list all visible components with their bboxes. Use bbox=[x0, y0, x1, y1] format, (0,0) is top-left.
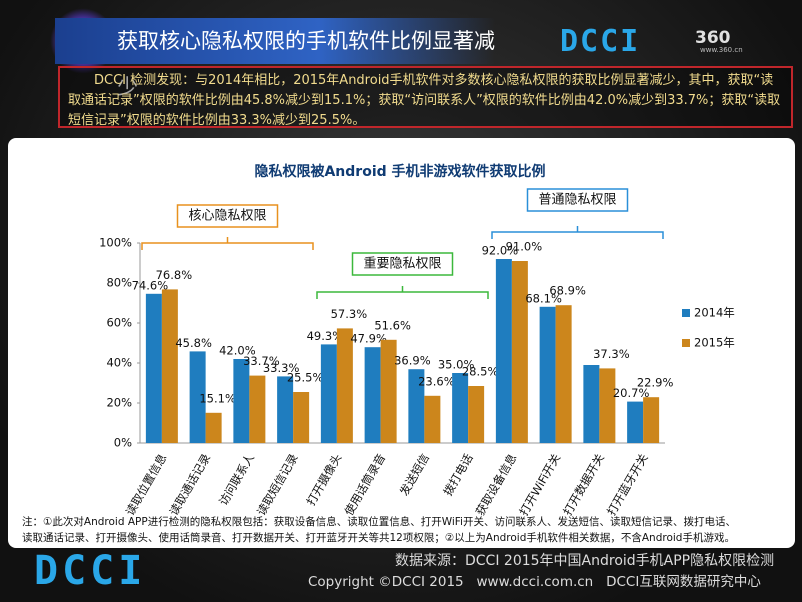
x-tick-label: 打开摄像头 bbox=[304, 451, 345, 508]
x-tick-label: 发送短信 bbox=[397, 451, 432, 498]
bar bbox=[145, 293, 162, 443]
data-label: 22.9% bbox=[637, 376, 674, 390]
summary: DCCI 检测发现：与2014年相比，2015年Android手机软件对多数核心… bbox=[58, 66, 793, 128]
bar bbox=[495, 259, 512, 443]
bar bbox=[277, 376, 294, 443]
bar bbox=[468, 386, 485, 443]
data-label: 33.7% bbox=[243, 354, 280, 368]
annotation: 重要隐私权限 bbox=[363, 256, 441, 272]
data-label: 25.5% bbox=[287, 371, 324, 385]
bar bbox=[408, 369, 425, 443]
y-tick-label: 100% bbox=[99, 236, 132, 250]
bar bbox=[583, 365, 600, 443]
partner-logo: 360 bbox=[695, 28, 731, 48]
annotation: 普通隐私权限 bbox=[538, 192, 616, 208]
x-tick-label: 读取位置信息 bbox=[123, 451, 170, 518]
data-label: 33.3% bbox=[263, 361, 300, 375]
data-label: 47.9% bbox=[350, 332, 387, 346]
legend-swatch bbox=[682, 309, 690, 317]
data-label: 20.7% bbox=[613, 386, 650, 400]
bar bbox=[424, 395, 441, 443]
data-label: 68.9% bbox=[549, 284, 586, 298]
bar bbox=[205, 412, 222, 443]
bar bbox=[320, 344, 337, 443]
bar bbox=[249, 375, 266, 443]
data-label: 74.6% bbox=[132, 278, 169, 292]
footnote-line: 注：①此次对Android APP进行检测的隐私权限包括：获取设备信息、读取位置… bbox=[22, 516, 736, 528]
data-label: 91.0% bbox=[506, 240, 543, 254]
bar bbox=[336, 328, 353, 443]
x-tick-label: 读取短信记录 bbox=[254, 451, 301, 518]
bar bbox=[555, 305, 572, 443]
chart: 隐私权限被Android 手机非游戏软件获取比例 0% 20% 40% 60% 80% 1… bbox=[99, 163, 735, 518]
data-label: 49.3% bbox=[307, 329, 344, 343]
bar bbox=[233, 359, 250, 443]
bar bbox=[364, 347, 381, 443]
bar bbox=[539, 306, 556, 443]
data-label: 45.8% bbox=[175, 336, 212, 350]
data-label: 36.9% bbox=[394, 354, 431, 368]
data-label: 42.0% bbox=[219, 344, 256, 358]
footer-logo: DCCI bbox=[34, 548, 147, 594]
chart-title: 隐私权限被Android 手机非游戏软件获取比例 bbox=[254, 163, 545, 180]
y-tick-label: 40% bbox=[106, 356, 132, 370]
data-label: 92.0% bbox=[482, 244, 519, 258]
bar bbox=[161, 289, 178, 443]
bar bbox=[599, 368, 616, 443]
bracket bbox=[491, 226, 664, 239]
bar bbox=[643, 397, 660, 443]
footnote-line: 读取通话记录、打开摄像头、使用话筒录音、打开数据开关、打开蓝牙开关等共12项权限… bbox=[22, 532, 735, 544]
copyright: Copyright ©DCCI 2015 www.dcci.com.cn DCC… bbox=[308, 574, 761, 590]
legend-label: 2015年 bbox=[694, 336, 735, 350]
data-label: 76.8% bbox=[156, 268, 193, 282]
x-tick-label: 访问联系人 bbox=[216, 451, 257, 508]
data-label: 23.6% bbox=[418, 374, 455, 388]
data-label: 51.6% bbox=[374, 318, 411, 332]
partner-url: www.360.cn bbox=[700, 46, 743, 54]
y-tick-label: 80% bbox=[106, 276, 132, 290]
annotation-box bbox=[351, 252, 454, 276]
logo: DCCI bbox=[560, 24, 641, 59]
bar bbox=[189, 351, 206, 443]
annotation: 核心隐私权限 bbox=[188, 208, 266, 224]
bar bbox=[380, 339, 397, 443]
x-tick-label: 获取设备信息 bbox=[473, 451, 520, 518]
x-tick-label: 拨打电话 bbox=[441, 451, 476, 498]
legend-label: 2014年 bbox=[694, 306, 735, 320]
header-title: 获取核心隐私权限的手机软件比例显著减少 bbox=[55, 18, 495, 99]
x-tick-label: 使用话筒录音 bbox=[342, 451, 389, 518]
bar bbox=[627, 401, 644, 443]
y-tick-label: 60% bbox=[106, 316, 132, 330]
data-label: 15.1% bbox=[199, 391, 236, 405]
x-tick-label: 读取通话记录 bbox=[167, 451, 214, 518]
legend-swatch bbox=[682, 339, 690, 347]
y-tick-label: 20% bbox=[106, 396, 132, 410]
bar bbox=[293, 392, 310, 443]
chart-panel bbox=[8, 138, 795, 548]
data-label: 57.3% bbox=[331, 307, 368, 321]
footnote: 注：①此次对Android APP进行检测的隐私权限包括：获取设备信息、读取位置… bbox=[22, 514, 792, 546]
annotation-box bbox=[526, 188, 629, 212]
y-tick-label: 0% bbox=[114, 436, 132, 450]
data-label: 28.5% bbox=[462, 365, 499, 379]
bar bbox=[452, 373, 469, 443]
source: 数据来源：DCCI 2015年中国Android手机APP隐私权限检测 bbox=[395, 553, 775, 569]
bar bbox=[511, 261, 528, 443]
data-label: 68.1% bbox=[525, 291, 562, 305]
bracket bbox=[141, 237, 314, 250]
x-tick-label: 打开数据开关 bbox=[560, 451, 607, 518]
data-label: 35.0% bbox=[438, 358, 475, 372]
annotation-box bbox=[176, 204, 279, 228]
x-tick-label: 打开WiFi开关 bbox=[516, 451, 563, 518]
x-tick-label: 打开蓝牙开关 bbox=[604, 451, 651, 518]
data-label: 37.3% bbox=[593, 347, 630, 361]
bracket bbox=[316, 286, 489, 299]
